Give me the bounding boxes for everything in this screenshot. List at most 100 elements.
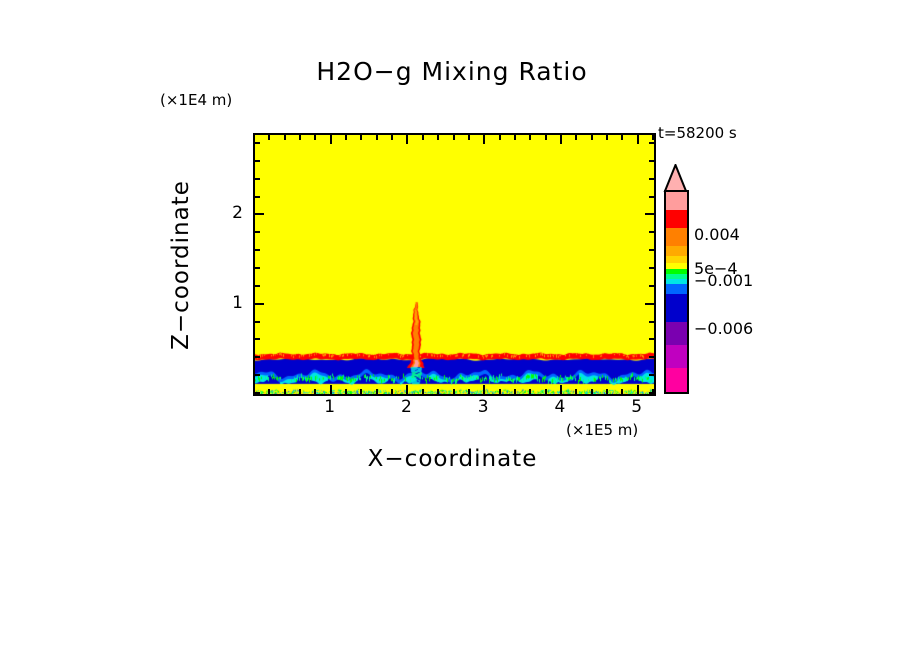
tick-mark (437, 389, 440, 394)
x-tick-label: 4 (554, 397, 566, 417)
tick-mark (421, 135, 424, 140)
tick-mark (652, 389, 654, 394)
tick-mark (255, 213, 264, 216)
colorbar-band (666, 294, 687, 323)
tick-mark (314, 389, 317, 394)
tick-mark (498, 389, 501, 394)
tick-mark (452, 389, 455, 394)
tick-mark (559, 135, 562, 144)
tick-mark (253, 135, 255, 140)
tick-mark (437, 135, 440, 140)
tick-mark (559, 385, 562, 394)
tick-mark (255, 392, 260, 394)
tick-mark (649, 266, 654, 269)
tick-mark (649, 320, 654, 323)
x-axis-units-label: (×1E5 m) (566, 421, 639, 439)
tick-mark (255, 159, 260, 162)
tick-mark (268, 389, 271, 394)
tick-mark (253, 389, 255, 394)
tick-mark (467, 389, 470, 394)
tick-mark (605, 389, 608, 394)
colorbar-arrow-icon (663, 164, 688, 192)
tick-mark (255, 338, 260, 341)
colorbar-band (666, 284, 687, 295)
tick-mark (467, 135, 470, 140)
tick-mark (649, 141, 654, 144)
tick-mark (649, 195, 654, 198)
tick-mark (590, 389, 593, 394)
tick-mark (406, 135, 409, 144)
colorbar-tick-label: −0.006 (694, 319, 754, 338)
tick-mark (255, 320, 260, 323)
tick-mark (255, 231, 260, 234)
tick-mark (268, 135, 271, 140)
tick-mark (513, 389, 516, 394)
tick-mark (391, 135, 394, 140)
tick-mark (649, 249, 654, 252)
tick-mark (345, 135, 348, 140)
tick-mark (575, 389, 578, 394)
colorbar-band (666, 279, 687, 285)
colorbar-tick-label: −0.001 (694, 271, 754, 290)
tick-mark (283, 135, 286, 140)
y-axis-units-label: (×1E4 m) (160, 91, 233, 109)
tick-mark (513, 135, 516, 140)
tick-mark (255, 266, 260, 269)
x-tick-label: 2 (401, 397, 412, 417)
colorbar-band (666, 192, 687, 211)
colorbar-band (666, 228, 687, 247)
tick-mark (360, 135, 363, 140)
time-annotation: t=58200 s (658, 124, 737, 142)
tick-mark (406, 385, 409, 394)
colorbar-tick-label: 5e−4 (694, 259, 738, 278)
tick-mark (375, 389, 378, 394)
tick-mark (283, 389, 286, 394)
x-tick-label: 1 (324, 397, 336, 417)
tick-mark (590, 135, 593, 140)
tick-mark (652, 135, 654, 140)
y-axis-title: Z−coordinate (168, 180, 194, 350)
tick-mark (544, 135, 547, 140)
tick-mark (544, 389, 547, 394)
tick-mark (645, 302, 654, 305)
tick-mark (483, 135, 486, 144)
page-title: H2O−g Mixing Ratio (316, 57, 588, 86)
colorbar-band (666, 368, 687, 393)
x-tick-label: 5 (631, 397, 643, 417)
tick-mark (483, 385, 486, 394)
plot-area (253, 133, 656, 396)
tick-mark (299, 389, 302, 394)
colorbar-band (666, 256, 687, 264)
colorbar-band (666, 269, 687, 275)
tick-mark (621, 389, 624, 394)
tick-mark (421, 389, 424, 394)
colorbar-band (666, 263, 687, 270)
colorbar-band (666, 322, 687, 346)
tick-mark (649, 374, 654, 377)
colorbar-tick-label: 0.004 (694, 225, 740, 244)
tick-mark (255, 141, 260, 144)
tick-mark (529, 389, 532, 394)
tick-mark (452, 135, 455, 140)
tick-mark (329, 385, 332, 394)
colorbar-band (666, 210, 687, 229)
tick-mark (375, 135, 378, 140)
tick-mark (649, 284, 654, 287)
tick-mark (649, 392, 654, 394)
tick-mark (345, 389, 348, 394)
tick-mark (605, 135, 608, 140)
tick-mark (649, 338, 654, 341)
tick-mark (255, 356, 260, 359)
tick-mark (575, 135, 578, 140)
y-tick-label: 2 (232, 203, 243, 224)
tick-mark (255, 249, 260, 252)
colorbar-band (666, 345, 687, 369)
tick-mark (636, 385, 639, 394)
tick-mark (255, 302, 264, 305)
x-axis-title: X−coordinate (367, 446, 538, 472)
tick-mark (636, 135, 639, 144)
x-tick-label: 3 (477, 397, 489, 417)
tick-mark (255, 177, 260, 180)
tick-mark (314, 135, 317, 140)
